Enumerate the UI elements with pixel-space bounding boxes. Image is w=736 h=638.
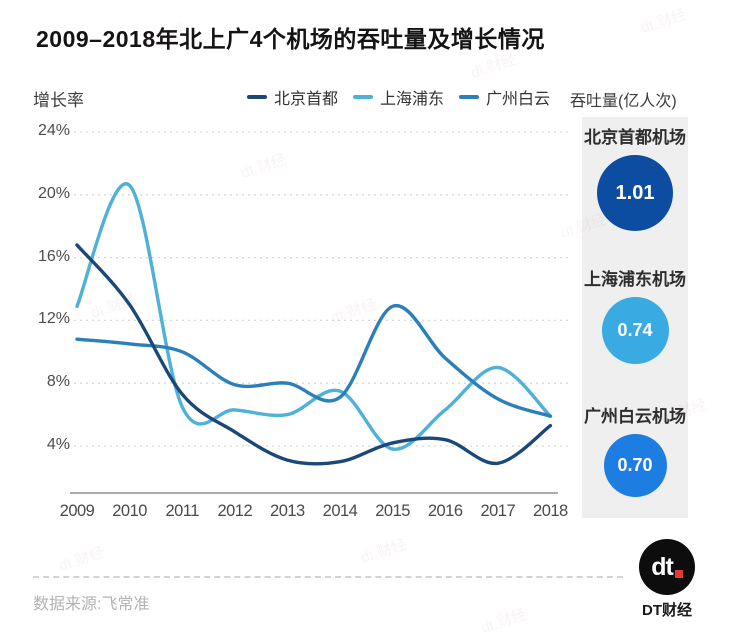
throughput-bubble-pudong: 0.74: [601, 297, 669, 364]
x-tick-label: 2015: [375, 502, 410, 520]
dt-logo-icon: dt: [639, 539, 695, 595]
watermark-text: dt.财经: [638, 6, 689, 37]
watermark-text: dt.财经: [238, 151, 289, 182]
throughput-value: 0.74: [617, 320, 653, 340]
growth-line-1: [75, 182, 553, 451]
throughput-bubble-baiyun: 0.70: [603, 434, 667, 497]
legend-label-beijing: 北京首都: [274, 91, 339, 108]
y-tick-label: 16%: [37, 247, 70, 265]
x-tick-label: 2010: [112, 502, 147, 520]
throughput-panel: 北京首都机场 1.01 上海浦东机场 0.74 广州白云机场 0.70: [582, 117, 688, 518]
data-source-note: 数据来源:飞常准: [33, 596, 150, 613]
airport-card-pudong: 上海浦东机场 0.74: [582, 265, 688, 364]
chart-legend: 北京首都 上海浦东 广州白云: [247, 85, 550, 109]
y-tick-label: 8%: [46, 373, 70, 391]
watermark-text: dt.财经: [358, 536, 409, 567]
airport-card-baiyun: 广州白云机场 0.70: [582, 402, 688, 497]
x-tick-label: 2016: [427, 502, 463, 520]
x-tick-label: 2014: [322, 502, 358, 520]
airport-name: 北京首都机场: [584, 128, 686, 147]
y-tick-label: 20%: [37, 184, 70, 202]
airport-card-beijing: 北京首都机场 1.01: [582, 123, 688, 231]
airport-name: 广州白云机场: [584, 407, 686, 426]
y-tick-label: 4%: [46, 436, 70, 453]
dt-logo-red-dot-icon: [674, 570, 683, 578]
legend-label-baiyun: 广州白云: [486, 91, 551, 108]
page-title: 2009–2018年北上广4个机场的吞吐量及增长情况: [36, 26, 545, 52]
dt-logo-caption: DT财经: [642, 602, 692, 619]
x-tick-label: 2013: [270, 502, 305, 520]
throughput-axis-title: 吞吐量(亿人次): [570, 93, 677, 110]
line-swatch-beijing: [247, 95, 267, 99]
growth-line-2: [75, 304, 553, 418]
y-tick-label: 12%: [37, 310, 70, 328]
watermark-text: dt.财经: [328, 296, 379, 327]
dt-logo: dt DT财经: [638, 539, 696, 620]
watermark-text: dt.财经: [56, 544, 107, 575]
line-swatch-baiyun: [459, 95, 480, 99]
x-tick-label: 2012: [217, 502, 253, 520]
throughput-bubble-beijing: 1.01: [597, 155, 673, 231]
throughput-value: 0.70: [617, 455, 653, 475]
legend-label-pudong: 上海浦东: [380, 91, 445, 108]
legend-item-baiyun: 广州白云: [459, 85, 550, 109]
airport-name: 上海浦东机场: [584, 270, 686, 289]
watermark-text: dt.财经: [88, 291, 139, 322]
x-tick-label: 2017: [480, 502, 516, 520]
growth-line-0: [75, 243, 553, 466]
line-swatch-pudong: [353, 95, 374, 99]
x-tick-label: 2011: [165, 502, 199, 520]
legend-item-beijing: 北京首都: [247, 85, 338, 109]
throughput-value: 1.01: [615, 181, 655, 204]
y-axis-title: 增长率: [33, 91, 84, 110]
x-tick-label: 2009: [59, 502, 95, 520]
watermark-text: dt.财经: [478, 606, 529, 637]
legend-item-pudong: 上海浦东: [353, 85, 444, 109]
x-tick-label: 2018: [533, 502, 568, 520]
y-tick-label: 24%: [37, 122, 70, 139]
dt-logo-text: dt: [651, 552, 674, 581]
footer-divider: [33, 576, 623, 578]
